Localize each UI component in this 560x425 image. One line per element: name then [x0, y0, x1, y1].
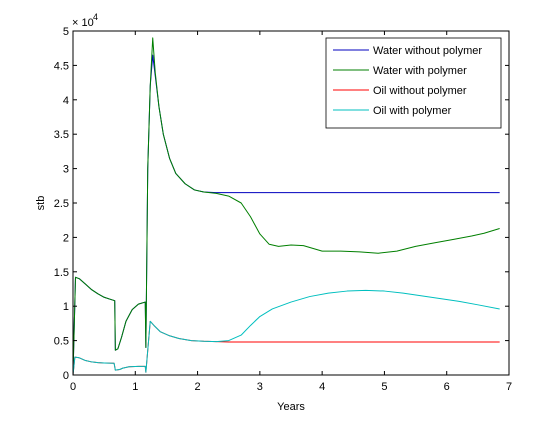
series-layer [73, 37, 500, 375]
y-tick-label: 4.5 [54, 60, 69, 72]
y-tick-label: 3.5 [54, 129, 69, 141]
y-axis-ticks: 0 0.5 1 1.5 2 2.5 3 3.5 4 4.5 5 [54, 26, 509, 382]
y-axis-label: stb [35, 196, 47, 211]
y-tick-label: 2.5 [54, 198, 69, 210]
x-tick-label: 4 [319, 381, 325, 393]
y-tick-label: 1.5 [54, 267, 69, 279]
legend-box [325, 37, 502, 129]
x-tick-label: 2 [195, 381, 201, 393]
x-axis-label: Years [277, 401, 305, 413]
x-tick-label: 6 [444, 381, 450, 393]
legend: Water without polymer Water with polymer O… [325, 37, 502, 129]
y-tick-label: 5 [63, 26, 69, 38]
legend-label: Oil without polymer [373, 85, 467, 97]
legend-label: Water without polymer [373, 45, 482, 57]
y-tick-label: 1 [63, 301, 69, 313]
legend-label: Oil with polymer [373, 105, 452, 117]
x-tick-label: 0 [70, 381, 76, 393]
y-tick-label: 4 [63, 95, 69, 107]
y-tick-label: 0 [63, 370, 69, 382]
series-line-water-with-polymer [73, 37, 500, 375]
legend-label: Water with polymer [373, 65, 467, 77]
y-tick-label: 0.5 [54, 336, 69, 348]
x-axis-ticks: 0 1 2 3 4 5 6 7 [70, 31, 512, 393]
y-exponent: × 10 4 [72, 12, 98, 29]
x-tick-label: 1 [132, 381, 138, 393]
series-line-oil-with-polymer [73, 289, 500, 375]
y-tick-label: 3 [63, 164, 69, 176]
y-tick-label: 2 [63, 232, 69, 244]
y-exponent-base: × 10 [72, 17, 94, 29]
x-tick-label: 5 [381, 381, 387, 393]
y-exponent-power: 4 [93, 12, 98, 22]
x-tick-label: 3 [257, 381, 263, 393]
x-tick-label: 7 [506, 381, 512, 393]
